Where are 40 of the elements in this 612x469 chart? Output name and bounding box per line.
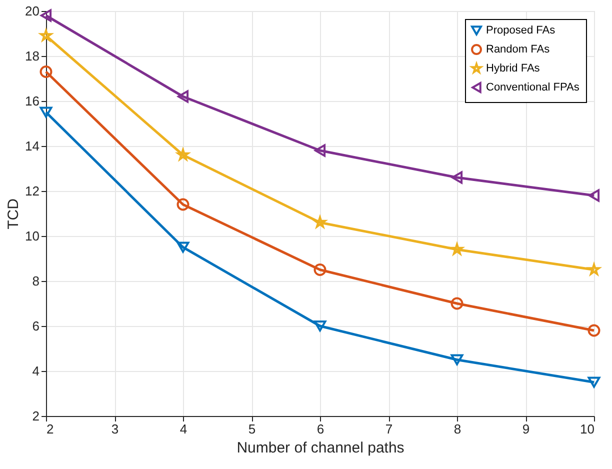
point	[176, 242, 190, 253]
y-tick-label: 6	[32, 318, 40, 334]
y-axis-title: TCD	[5, 198, 22, 230]
y-tick-label: 4	[32, 364, 40, 378]
y-tick-label: 2	[32, 408, 40, 424]
point	[588, 189, 600, 202]
legend-label: Random FAs	[486, 44, 550, 56]
point	[177, 90, 189, 103]
x-tick-label: 9	[522, 422, 530, 436]
point	[450, 297, 464, 310]
point	[451, 171, 463, 184]
x-tick-label: 10	[580, 422, 594, 436]
point	[176, 198, 190, 211]
point	[40, 66, 52, 78]
y-tick-label: 8	[32, 274, 40, 288]
y-tick-label: 16	[25, 94, 40, 108]
y-tick-label: 12	[25, 184, 40, 198]
x-axis-title: Number of channel paths	[236, 440, 404, 456]
x-tick-label: 6	[316, 422, 324, 436]
point	[588, 324, 600, 337]
point	[588, 376, 600, 388]
y-tick-label: 10	[25, 228, 40, 244]
x-tick-label: 2	[46, 422, 54, 436]
x-tick-label: 4	[180, 422, 188, 436]
point	[40, 9, 52, 22]
point	[450, 354, 464, 366]
y-tick-label: 18	[25, 48, 40, 64]
y-tick-label: 20	[25, 4, 40, 18]
legend-label: Proposed FAs	[486, 24, 556, 36]
point	[314, 144, 326, 157]
point	[314, 320, 326, 332]
legend-label: Hybrid FAs	[486, 62, 540, 74]
point	[40, 106, 52, 118]
y-tick-label: 14	[25, 138, 40, 154]
x-tick-label: 7	[385, 422, 393, 436]
x-tick-label: 5	[248, 422, 256, 436]
x-tick-label: 3	[111, 422, 119, 436]
legend-label: Conventional FPAs	[486, 82, 580, 94]
point	[314, 264, 326, 276]
x-tick-label: 8	[454, 422, 462, 436]
